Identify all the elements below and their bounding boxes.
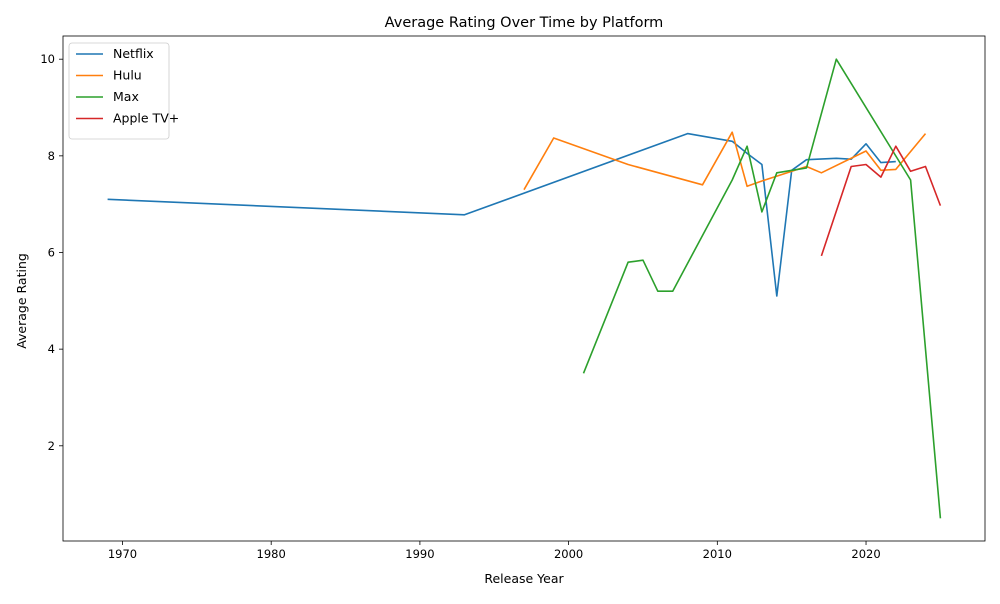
x-tick-label: 1970	[108, 547, 137, 561]
y-axis-label: Average Rating	[14, 253, 29, 349]
y-tick-label: 4	[48, 342, 55, 356]
x-tick-label: 2020	[851, 547, 880, 561]
series-line-hulu	[523, 131, 927, 191]
legend-label: Apple TV+	[113, 111, 179, 126]
x-axis-label: Release Year	[484, 571, 564, 586]
series-line-max	[582, 58, 942, 519]
legend-box	[68, 42, 170, 140]
y-tick-label: 8	[48, 149, 55, 163]
legend-label: Hulu	[113, 68, 142, 83]
legend-label: Netflix	[113, 46, 154, 61]
legend: Netflix Hulu Max Apple TV+	[68, 42, 179, 140]
plot-frame	[62, 35, 986, 542]
series-line-netflix	[107, 132, 896, 297]
series-line-apple-tv	[820, 145, 942, 257]
y-tick-label: 6	[48, 245, 55, 259]
x-tick-label: 1980	[257, 547, 286, 561]
y-tick-label: 2	[48, 439, 55, 453]
x-tick-label: 2000	[554, 547, 583, 561]
series-lines	[107, 58, 942, 519]
chart-title: Average Rating Over Time by Platform	[385, 15, 664, 31]
y-axis-ticks: 2 4 6 8 10	[40, 52, 63, 453]
legend-label: Max	[113, 89, 139, 104]
x-axis-ticks: 1970 1980 1990 2000 2010 2020	[108, 541, 881, 561]
y-tick-label: 10	[40, 52, 55, 66]
x-tick-label: 1990	[405, 547, 434, 561]
x-tick-label: 2010	[703, 547, 732, 561]
